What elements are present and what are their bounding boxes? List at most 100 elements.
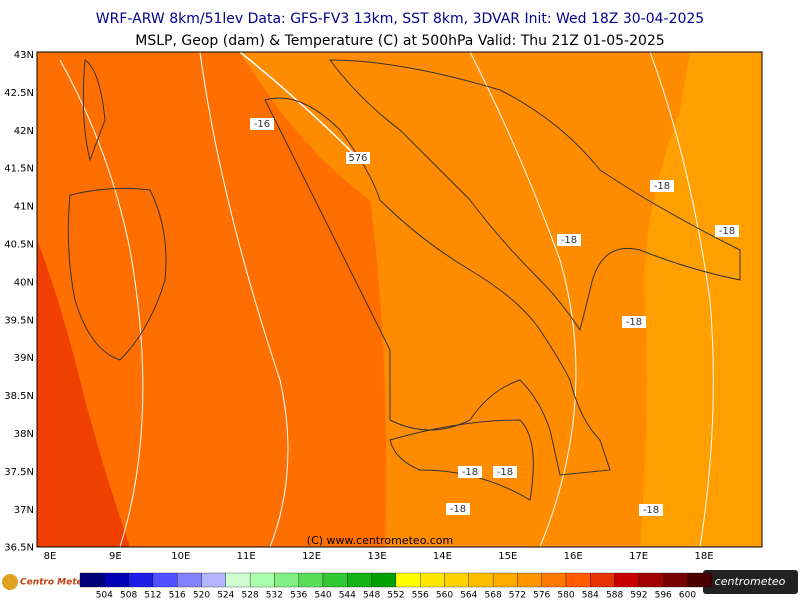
legend-swatch	[298, 572, 324, 588]
lon-label: 18E	[694, 551, 713, 562]
legend-swatch	[444, 572, 469, 588]
contour	[199, 51, 289, 548]
lat-label: 42.5N	[4, 88, 34, 99]
copyright: (C) www.centrometeo.com	[307, 534, 453, 547]
lat-label: 41N	[14, 202, 34, 213]
map	[36, 51, 763, 548]
legend-label: 548	[363, 591, 380, 600]
legend-label: 596	[655, 591, 672, 600]
lon-label: 9E	[109, 551, 122, 562]
legend-label: 576	[533, 591, 550, 600]
contour-label-bg	[622, 316, 646, 328]
logo-right-bg	[703, 570, 798, 594]
legend-swatch	[322, 572, 348, 588]
legend-label: 508	[120, 591, 137, 600]
legend-label: 512	[144, 591, 161, 600]
lat-label: 38N	[14, 429, 34, 440]
field-yellow	[640, 52, 762, 547]
legend-label: 524	[217, 591, 234, 600]
field-darker	[37, 52, 386, 547]
contour-label: -18	[626, 317, 642, 328]
lon-label: 14E	[433, 551, 452, 562]
lat-label: 40.5N	[4, 240, 34, 251]
legend-swatch	[663, 572, 688, 588]
legend-label: 520	[193, 591, 210, 600]
lon-label: 13E	[367, 551, 386, 562]
islands	[67, 59, 534, 501]
legend-label: 504	[96, 591, 113, 600]
legend-swatch	[274, 572, 299, 588]
contour-label-bg	[639, 504, 663, 516]
contour-label: -18	[654, 181, 670, 192]
legend-label: 584	[582, 591, 599, 600]
lat-label: 41.5N	[4, 164, 34, 175]
legend-swatch	[590, 572, 615, 588]
legend-label: 528	[242, 591, 259, 600]
legend-label: 536	[290, 591, 307, 600]
contour	[649, 51, 714, 548]
legend-swatch	[347, 572, 372, 588]
legend-swatch	[249, 572, 275, 588]
lon-label: 8E	[44, 551, 57, 562]
lat-label: 38.5N	[4, 391, 34, 402]
contour-label: 576	[348, 153, 367, 164]
contour-label: -18	[462, 467, 478, 478]
legend-label: 592	[630, 591, 647, 600]
lon-label: 15E	[498, 551, 517, 562]
legend-swatch	[492, 572, 518, 588]
legend-label: 552	[387, 591, 404, 600]
legend-swatch	[687, 572, 712, 588]
legend-label: 560	[436, 591, 453, 600]
lon-label: 11E	[237, 551, 256, 562]
lat-label: 37N	[14, 505, 34, 516]
lat-label: 37.5N	[4, 467, 34, 478]
legend-label: 516	[169, 591, 186, 600]
legend-swatch	[371, 572, 397, 588]
legend-swatch	[420, 572, 445, 588]
contour-label: -16	[254, 119, 270, 130]
field-red	[37, 240, 130, 547]
logo-icon	[2, 574, 18, 590]
contour-576	[239, 51, 361, 161]
coastline	[264, 59, 741, 476]
legend-label: 580	[557, 591, 574, 600]
map-frame	[36, 51, 763, 548]
lat-label: 40N	[14, 277, 34, 288]
legend-label: 568	[485, 591, 502, 600]
lat-label: 42N	[14, 126, 34, 137]
legend-label: 564	[460, 591, 477, 600]
lon-label: 12E	[302, 551, 321, 562]
contour-label-bg	[446, 503, 470, 515]
legend-swatch	[177, 572, 202, 588]
contour-label-bg	[250, 118, 274, 130]
contour-label-bg	[458, 466, 482, 478]
legend-swatch	[468, 572, 494, 588]
contour-label-bg	[557, 234, 581, 246]
legend-swatch	[104, 572, 129, 588]
contour-label: -18	[561, 235, 577, 246]
contour-label: -18	[719, 226, 735, 237]
lat-label: 36.5N	[4, 543, 34, 554]
logo-left: Centro Meteo Aquileia	[20, 578, 133, 588]
legend-swatch	[614, 572, 640, 588]
legend-swatch	[565, 572, 591, 588]
legend-swatch	[225, 572, 251, 588]
lat-label: 39N	[14, 353, 34, 364]
lon-label: 10E	[171, 551, 190, 562]
legend-label: 532	[266, 591, 283, 600]
legend-swatch	[79, 572, 105, 588]
contour	[469, 51, 577, 548]
legend-label: 588	[606, 591, 623, 600]
lat-label: 43N	[14, 50, 34, 61]
logo-right: centrometeo	[715, 575, 786, 588]
legend-swatch	[541, 572, 567, 588]
contour-label-bg	[493, 466, 517, 478]
legend-swatch	[152, 572, 178, 588]
contour	[59, 59, 144, 548]
legend-swatch	[638, 572, 664, 588]
lon-label: 16E	[564, 551, 583, 562]
contour-label: -18	[450, 504, 466, 515]
legend-label: 572	[509, 591, 526, 600]
legend-swatch	[395, 572, 421, 588]
legend-label: 544	[339, 591, 356, 600]
